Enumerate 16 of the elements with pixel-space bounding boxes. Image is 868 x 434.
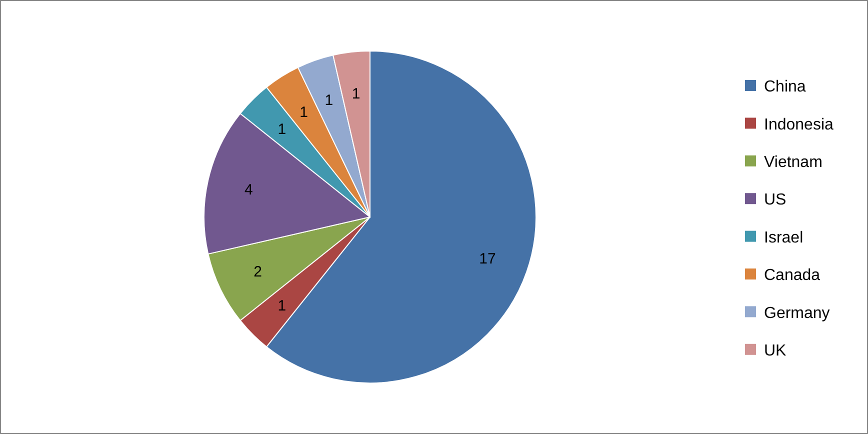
data-label: 1 (300, 104, 308, 121)
data-label: 17 (479, 250, 496, 268)
data-label: 4 (244, 182, 253, 199)
data-label: 2 (254, 263, 262, 280)
legend-label: Germany (764, 304, 830, 322)
legend-label: Canada (764, 267, 820, 284)
data-label: 1 (278, 297, 286, 314)
legend-label: Indonesia (764, 116, 834, 134)
data-label: 1 (324, 92, 334, 109)
data-label: 1 (352, 86, 360, 103)
legend-label: US (764, 192, 786, 209)
legend-label: Israel (764, 229, 804, 246)
data-label: 1 (278, 121, 286, 138)
legend-label: China (764, 78, 806, 96)
legend-label: UK (764, 342, 787, 360)
legend-label: Vietnam (764, 154, 822, 171)
